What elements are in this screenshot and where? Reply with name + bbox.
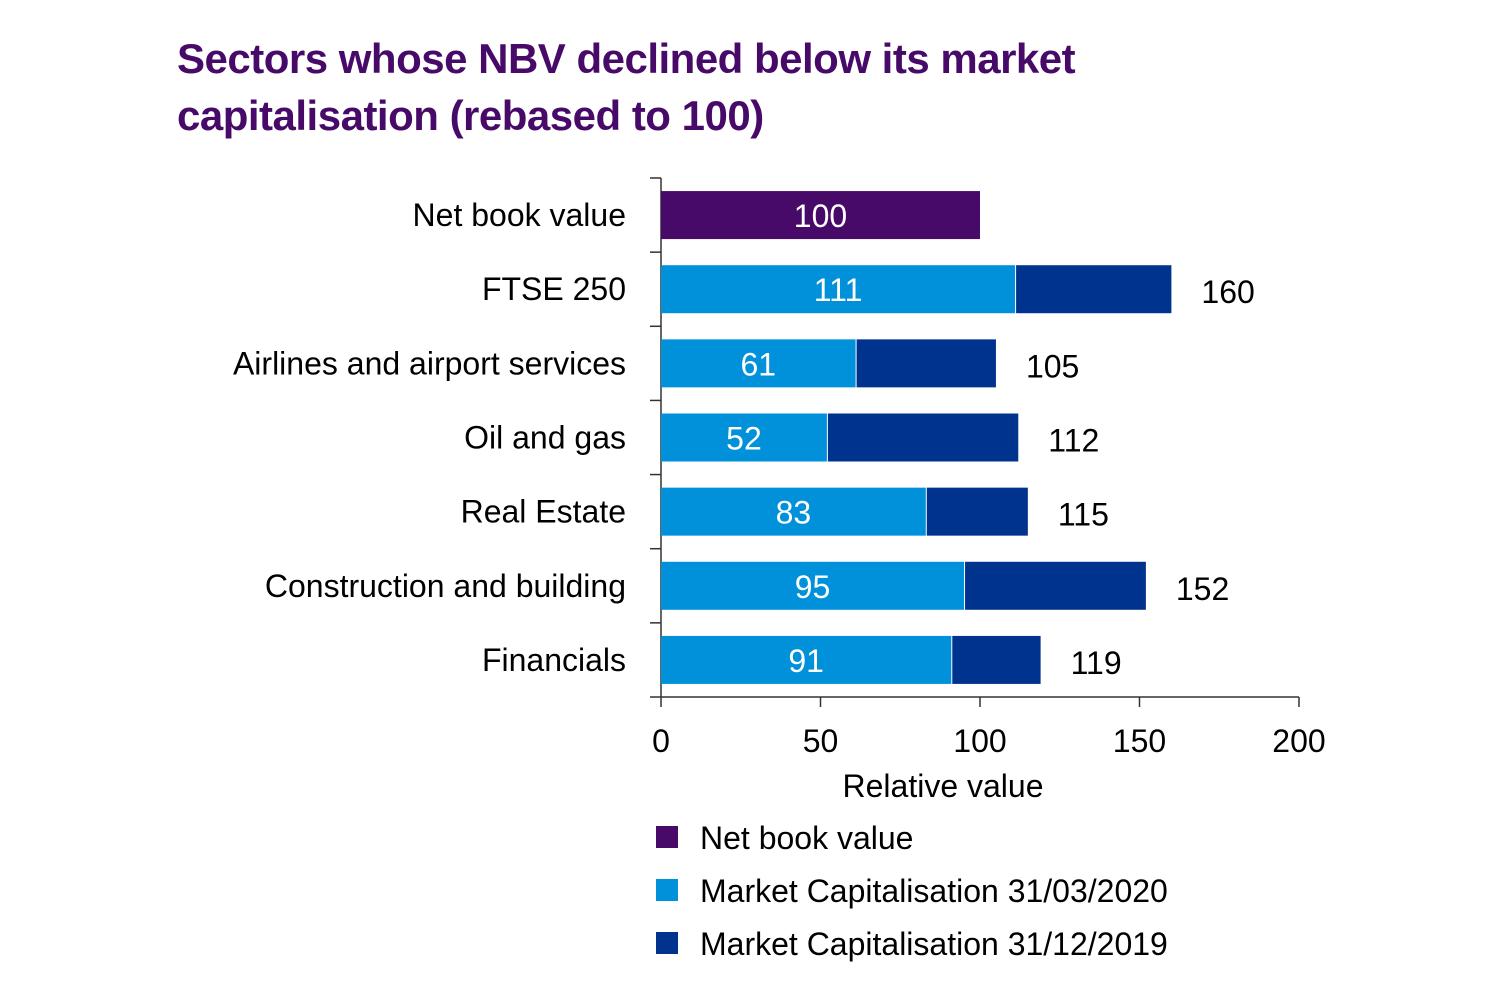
legend-label: Net book value	[700, 820, 913, 856]
bar-mcap-2019	[965, 561, 1146, 610]
category-label: Construction and building	[265, 568, 626, 604]
category-label: Oil and gas	[464, 420, 626, 456]
bar-inner-label: 83	[776, 495, 812, 531]
bar-total-label: 112	[1048, 423, 1099, 459]
bar-mcap-2020	[661, 265, 1016, 314]
bar-inner-label: 52	[726, 421, 762, 457]
bar-mcap-2020	[661, 339, 856, 388]
chart-title: Sectors whose NBV declined below its mar…	[177, 30, 1076, 144]
chart-title-line-1: Sectors whose NBV declined below its mar…	[177, 35, 1076, 82]
x-tick-label: 50	[803, 723, 839, 759]
category-label: Airlines and airport services	[233, 345, 626, 381]
bar-mcap-2019	[856, 339, 996, 388]
x-tick-label: 0	[652, 723, 670, 759]
x-tick-label: 150	[1113, 723, 1166, 759]
legend-swatch	[656, 932, 678, 954]
bar-mcap-2020	[661, 487, 926, 536]
bar-mcap-2019	[1016, 265, 1172, 314]
bar-mcap-2019	[952, 635, 1041, 684]
bar-inner-label: 61	[740, 346, 776, 382]
category-label: Real Estate	[461, 494, 626, 530]
bar-total-label: 119	[1071, 645, 1122, 681]
bar-inner-label: 95	[795, 569, 831, 605]
bar-total-label: 160	[1201, 274, 1254, 310]
bar-total-label: 115	[1058, 497, 1109, 533]
legend-swatch	[656, 826, 678, 848]
bar-mcap-2020	[661, 413, 827, 462]
legend-label: Market Capitalisation 31/12/2019	[700, 926, 1168, 962]
bar-mcap-2020	[661, 561, 965, 610]
chart-title-line-2: capitalisation (rebased to 100)	[177, 92, 764, 139]
x-tick-label: 200	[1272, 723, 1325, 759]
x-axis-label: Relative value	[843, 768, 1044, 804]
legend-swatch	[656, 879, 678, 901]
bar-inner-label: 100	[794, 198, 847, 234]
bar-mcap-2019	[827, 413, 1019, 462]
x-tick-label: 100	[953, 723, 1006, 759]
bar-total-label: 105	[1026, 348, 1079, 384]
bar-inner-label: 91	[788, 643, 824, 679]
bar-inner-label: 111	[814, 272, 863, 308]
bar-mcap-2020	[661, 635, 952, 684]
bar-mcap-2019	[926, 487, 1028, 536]
bar-total-label: 152	[1176, 571, 1229, 607]
category-label: Net book value	[413, 197, 626, 233]
category-label: Financials	[482, 642, 626, 678]
legend-label: Market Capitalisation 31/03/2020	[700, 873, 1168, 909]
category-label: FTSE 250	[482, 271, 626, 307]
bar-net-book-value	[661, 191, 980, 240]
